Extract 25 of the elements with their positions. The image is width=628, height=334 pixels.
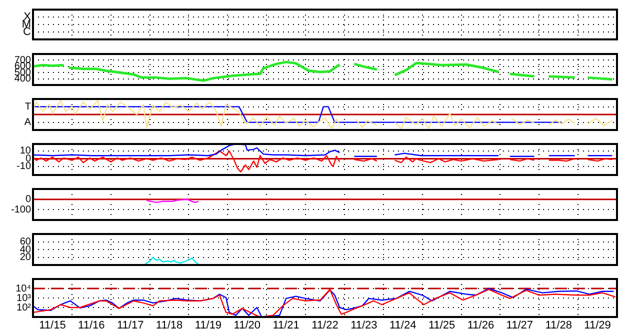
y-tick-label: -10 <box>16 161 32 172</box>
y-tick-label: 20 <box>20 252 32 263</box>
y-tick-label: -100 <box>10 204 32 216</box>
x-tick-label: 11/18 <box>156 320 183 332</box>
y-tick-label: 0 <box>25 194 32 206</box>
y-tick-label: 10² <box>16 302 32 314</box>
x-tick-label: 11/29 <box>584 320 611 332</box>
y-tick-label: 10³ <box>16 292 32 304</box>
x-tick-label: 11/26 <box>467 320 494 332</box>
x-tick-label: 11/15 <box>39 320 66 332</box>
y-tick-label: 400 <box>14 74 32 85</box>
x-tick-label: 11/25 <box>428 320 456 332</box>
x-tick-label: 11/23 <box>350 320 378 332</box>
text: T <box>24 102 31 112</box>
x-tick-label: 11/28 <box>545 320 572 332</box>
y-tick-label: 10⁴ <box>16 283 31 294</box>
x-tick-label: 11/27 <box>506 320 534 332</box>
x-tick-label: 11/20 <box>234 320 260 332</box>
x-tick-label: 11/16 <box>78 320 105 332</box>
x-tick-label: 11/17 <box>116 320 144 332</box>
text: A <box>24 117 32 128</box>
x-tick-label: 11/24 <box>390 320 416 332</box>
x-tick-label: 11/21 <box>272 320 300 332</box>
x-tick-label: 11/19 <box>194 320 222 332</box>
x-tick-label: 11/22 <box>312 320 338 332</box>
